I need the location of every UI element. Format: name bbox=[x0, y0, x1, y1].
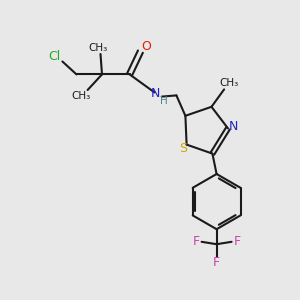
Text: O: O bbox=[141, 40, 151, 53]
Text: CH₃: CH₃ bbox=[220, 78, 239, 88]
Text: CH₃: CH₃ bbox=[71, 91, 91, 101]
Text: N: N bbox=[151, 87, 160, 101]
Text: N: N bbox=[229, 120, 238, 133]
Text: Cl: Cl bbox=[48, 50, 60, 64]
Text: S: S bbox=[179, 142, 187, 155]
Text: F: F bbox=[193, 235, 200, 248]
Text: F: F bbox=[213, 256, 220, 269]
Text: F: F bbox=[233, 235, 241, 248]
Text: H: H bbox=[160, 96, 168, 106]
Text: CH₃: CH₃ bbox=[89, 43, 108, 53]
